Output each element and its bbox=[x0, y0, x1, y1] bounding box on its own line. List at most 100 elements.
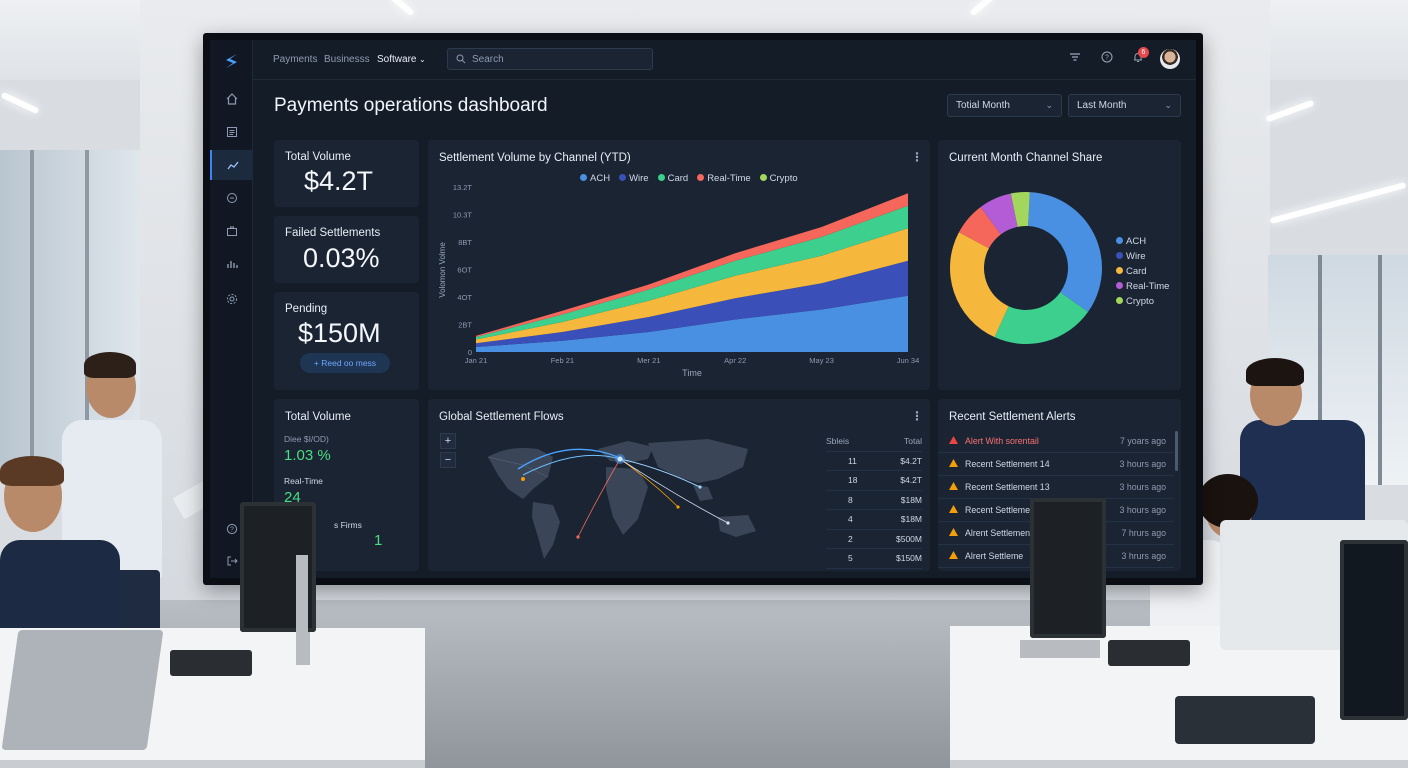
y-tick-label: 10.3T bbox=[453, 211, 473, 220]
alerts-scrollbar[interactable] bbox=[1175, 431, 1178, 471]
notification-badge: 6 bbox=[1138, 47, 1149, 58]
svg-text:?: ? bbox=[230, 527, 234, 534]
donut-title: Current Month Channel Share bbox=[949, 152, 1103, 164]
briefcase-icon[interactable] bbox=[210, 216, 253, 246]
help-icon[interactable]: ? bbox=[210, 514, 253, 544]
x-tick-label: Feb 21 bbox=[551, 356, 574, 365]
alerts-title: Recent Settlement Alerts bbox=[949, 411, 1076, 423]
settlement-chart-card: Settlement Volume by Channel (YTD) ⋮ ACH… bbox=[428, 140, 930, 390]
monitor-far-right bbox=[1340, 540, 1408, 720]
chart-title: Settlement Volume by Channel (YTD) bbox=[439, 152, 631, 164]
kpi-label: Total Volume bbox=[285, 151, 351, 163]
read-more-button[interactable]: + Reed oo mess bbox=[300, 353, 390, 373]
monitor-stand bbox=[1020, 640, 1100, 658]
home-icon[interactable] bbox=[210, 84, 253, 114]
x-tick-label: May 23 bbox=[809, 356, 834, 365]
chevron-down-icon: ⌄ bbox=[1045, 100, 1053, 110]
x-tick-label: Apr 22 bbox=[724, 356, 746, 365]
flows-table-header: Sbleis Total bbox=[826, 432, 922, 452]
donut-legend: ACH Wire Card Real-Time Crypto bbox=[1116, 234, 1169, 309]
kpi-value: $4.2T bbox=[304, 166, 374, 196]
table-row[interactable]: 4 $18M bbox=[826, 510, 922, 530]
legend-ach: ACH bbox=[580, 173, 610, 184]
nav-payments[interactable]: Payments bbox=[273, 54, 318, 65]
table-row[interactable]: 11 $4.2T bbox=[826, 452, 922, 471]
donut-slice-ach bbox=[1028, 192, 1102, 312]
document-icon[interactable] bbox=[210, 117, 253, 147]
legend-real-time: Real-Time bbox=[697, 173, 751, 184]
zoom-in-button[interactable]: + bbox=[440, 433, 456, 449]
brand-logo-icon[interactable] bbox=[223, 52, 241, 72]
chevron-down-icon: ⌄ bbox=[1164, 100, 1172, 110]
legend-crypto: Crypto bbox=[759, 173, 798, 184]
y-axis-label: Volomon Volme bbox=[438, 242, 447, 298]
y-tick-label: 13.2T bbox=[453, 183, 473, 192]
map-title: Global Settlement Flows bbox=[439, 411, 564, 423]
plus-icon: + bbox=[313, 358, 322, 368]
warning-icon bbox=[949, 551, 958, 559]
monitor-right-front bbox=[1030, 498, 1106, 638]
area-series-card bbox=[476, 228, 908, 344]
area-series-real-time bbox=[476, 205, 908, 340]
nav-business[interactable]: Businesss bbox=[324, 54, 370, 65]
alert-item[interactable]: Recent Settlement 13 3 hours ago bbox=[938, 476, 1174, 499]
search-icon bbox=[456, 54, 466, 64]
world-map bbox=[487, 439, 756, 559]
kpi-detail-firms-label: s Firms bbox=[334, 520, 362, 530]
search-box[interactable] bbox=[447, 48, 653, 70]
wallet-icon[interactable] bbox=[210, 183, 253, 213]
keyboard bbox=[1108, 640, 1190, 666]
table-row[interactable]: 18 $4.2T bbox=[826, 471, 922, 491]
help-circle-icon[interactable]: ? bbox=[1099, 51, 1115, 67]
laptop bbox=[1, 630, 164, 750]
legend-wire: Wire bbox=[619, 173, 649, 184]
table-row[interactable]: 8 $18M bbox=[826, 491, 922, 510]
more-options-icon[interactable]: ⋮ bbox=[911, 150, 923, 164]
more-options-icon[interactable]: ⋮ bbox=[911, 409, 923, 423]
search-input[interactable] bbox=[472, 52, 642, 66]
donut-slice-other bbox=[1010, 192, 1030, 227]
channel-share-donut bbox=[950, 192, 1102, 344]
zoom-out-button[interactable]: − bbox=[440, 452, 456, 468]
table-row[interactable]: 2 $500M bbox=[826, 530, 922, 549]
area-series-ach bbox=[476, 295, 908, 352]
y-tick-label: 0 bbox=[468, 348, 472, 357]
page-title: Payments operations dashboard bbox=[274, 95, 548, 116]
top-bar: Payments Businesss Software ⌄ ? 6 bbox=[253, 40, 1196, 80]
sidebar: ? bbox=[210, 40, 253, 578]
donut-legend-wire: Wire bbox=[1116, 249, 1169, 264]
user-avatar[interactable] bbox=[1160, 49, 1180, 69]
warning-icon bbox=[949, 505, 958, 513]
y-tick-label: 6OT bbox=[457, 266, 472, 275]
y-tick-label: 2BT bbox=[458, 321, 472, 330]
table-row[interactable]: 5 $150M bbox=[826, 549, 922, 569]
kpi-label: Pending bbox=[285, 303, 328, 315]
chevron-down-icon[interactable]: ⌄ bbox=[419, 55, 426, 64]
kpi-failed-settlements: Failed Settlements 0.03% bbox=[274, 216, 419, 283]
period-select-1[interactable]: Totial Month ⌄ bbox=[947, 94, 1062, 117]
warning-icon bbox=[949, 436, 958, 444]
kpi-pending: Pending $150M bbox=[274, 292, 419, 390]
alert-item[interactable]: Alert With sorentail 7 yoars ago bbox=[938, 430, 1174, 453]
bar-chart-icon[interactable] bbox=[210, 249, 253, 279]
svg-text:?: ? bbox=[1105, 55, 1109, 62]
kpi-label: Failed Settlements bbox=[285, 227, 381, 239]
settings-icon[interactable] bbox=[210, 284, 253, 314]
donut-slice-card bbox=[950, 232, 1009, 338]
alert-item[interactable]: Recent Settlement 14 3 hours ago bbox=[938, 453, 1174, 476]
period-select-2[interactable]: Last Month ⌄ bbox=[1068, 94, 1181, 117]
donut-slice-real-time bbox=[958, 207, 1001, 249]
x-tick-label: Jun 34 bbox=[897, 356, 920, 365]
nav-software[interactable]: Software bbox=[377, 54, 417, 65]
donut-legend-ach: ACH bbox=[1116, 234, 1169, 249]
logout-icon[interactable] bbox=[210, 546, 253, 576]
warning-icon bbox=[949, 459, 958, 467]
analytics-icon[interactable] bbox=[210, 150, 253, 180]
ceiling-light bbox=[0, 91, 40, 115]
flows-table: Sbleis Total 11 $4.2T 18 $4.2T 8 $18M 4 $18M … bbox=[826, 432, 922, 569]
kpi-total-volume: Total Volume $4.2T bbox=[274, 140, 419, 207]
donut-legend-card: Card bbox=[1116, 264, 1169, 279]
filter-list-icon[interactable] bbox=[1067, 51, 1083, 67]
printer bbox=[1175, 696, 1315, 744]
